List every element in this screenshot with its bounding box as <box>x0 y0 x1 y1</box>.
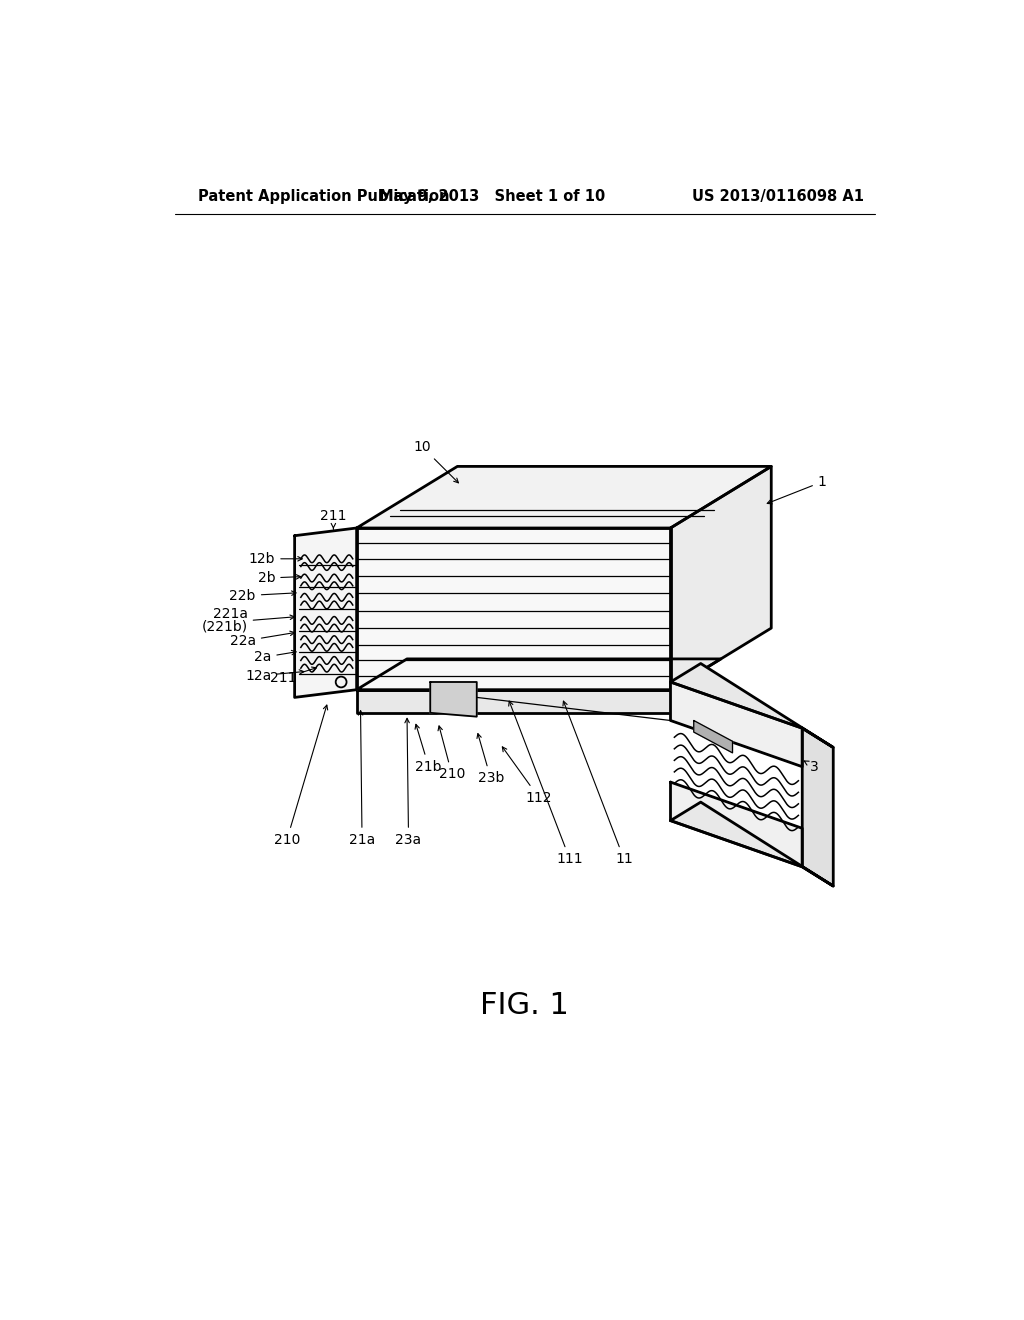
Text: 10: 10 <box>414 440 459 483</box>
Polygon shape <box>693 721 732 752</box>
Text: 3: 3 <box>804 760 819 774</box>
Text: FIG. 1: FIG. 1 <box>480 991 569 1020</box>
Polygon shape <box>295 528 356 697</box>
Text: 221a: 221a <box>213 607 248 622</box>
Polygon shape <box>671 682 802 767</box>
Polygon shape <box>356 689 671 713</box>
Text: 12b: 12b <box>249 552 302 566</box>
Polygon shape <box>356 528 671 689</box>
Polygon shape <box>356 466 771 528</box>
Polygon shape <box>356 659 721 689</box>
Text: 22b: 22b <box>229 589 296 603</box>
Text: 2a: 2a <box>254 651 296 664</box>
Text: 211: 211 <box>321 510 347 529</box>
Text: 23b: 23b <box>477 734 504 785</box>
Polygon shape <box>671 664 834 747</box>
Text: 111: 111 <box>509 701 583 866</box>
Text: 210: 210 <box>273 705 328 847</box>
Text: 112: 112 <box>503 747 552 804</box>
Text: 210: 210 <box>438 726 465 781</box>
Text: 11: 11 <box>563 701 633 866</box>
Polygon shape <box>671 466 771 689</box>
Polygon shape <box>671 781 802 867</box>
Text: 2b: 2b <box>258 572 301 585</box>
Text: 211: 211 <box>270 667 316 685</box>
Text: 1: 1 <box>767 475 826 504</box>
Text: 21b: 21b <box>415 725 442 774</box>
Text: 21a: 21a <box>349 710 375 847</box>
Polygon shape <box>671 803 834 886</box>
Text: US 2013/0116098 A1: US 2013/0116098 A1 <box>692 189 864 205</box>
Text: (221b): (221b) <box>202 619 248 634</box>
Text: 12a: 12a <box>245 669 304 682</box>
Polygon shape <box>802 729 834 886</box>
Polygon shape <box>430 682 477 717</box>
Text: May 9, 2013   Sheet 1 of 10: May 9, 2013 Sheet 1 of 10 <box>379 189 605 205</box>
Text: 23a: 23a <box>395 718 422 847</box>
Text: 22a: 22a <box>229 631 295 648</box>
Text: Patent Application Publication: Patent Application Publication <box>198 189 450 205</box>
